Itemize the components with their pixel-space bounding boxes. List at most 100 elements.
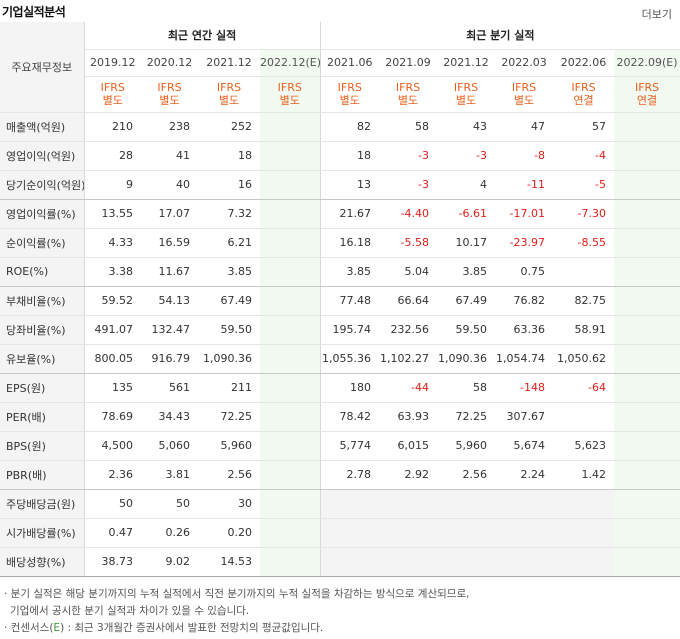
value-cell [614,431,680,461]
value-cell [614,170,680,200]
value-cell [614,344,680,374]
value-cell: 43 [437,112,496,142]
ifrs-basis: 별도 [279,94,300,107]
value-cell: 18 [320,141,380,171]
period-header: 2021.06 [320,49,380,77]
ifrs-basis: 별도 [218,94,240,107]
table-row: ROE(%) 3.38 11.67 3.85 3.85 5.04 3.85 0.75 [0,257,680,287]
value-cell [614,141,680,171]
row-label: 시가배당률(%) [0,518,85,548]
value-cell: -4 [553,141,615,171]
value-cell: -6.61 [437,199,496,229]
value-cell: -4.40 [379,199,438,229]
value-cell [553,547,615,577]
row-label: 부채비율(%) [0,286,85,316]
value-cell: 67.49 [437,286,496,316]
period-header: 2021.12 [437,49,496,77]
value-cell: 6,015 [379,431,438,461]
value-cell: 0.47 [84,518,141,548]
ifrs-header: IFRS 별도 [495,76,554,113]
value-cell [437,518,496,548]
value-cell: -64 [553,373,615,403]
ifrs-standard: IFRS [571,81,596,94]
ifrs-basis: 별도 [397,94,419,107]
value-cell [614,286,680,316]
value-cell [614,228,680,258]
estimate-mark: E [53,621,61,634]
value-cell: 40 [141,170,198,200]
period-header: 2022.03 [495,49,554,77]
value-cell: 78.42 [320,402,380,432]
value-cell: 50 [141,489,198,519]
footnote-consensus: · 컨센서스(E) : 최근 3개월간 증권사에서 발표한 전망치의 평균값입니… [4,620,680,637]
footnote-consensus-text: ) : 최근 3개월간 증권사에서 발표한 전망치의 평균값입니다. [60,621,324,634]
value-cell: 232.56 [379,315,438,345]
value-cell [614,257,680,287]
row-label: 주당배당금(원) [0,489,85,519]
value-cell: 210 [84,112,141,142]
value-cell [495,489,554,519]
value-cell [260,112,321,142]
value-cell: 3.85 [198,257,260,287]
ifrs-standard: IFRS [100,81,125,94]
value-cell: 59.50 [437,315,496,345]
value-cell: 7.32 [198,199,260,229]
row-label: 순이익률(%) [0,228,85,258]
value-cell: 2.56 [198,460,260,490]
value-cell [437,547,496,577]
value-cell: 238 [141,112,198,142]
value-cell: 6.21 [198,228,260,258]
row-label: PBR(배) [0,460,85,490]
value-cell: 2.24 [495,460,554,490]
value-cell: -148 [495,373,554,403]
value-cell: 132.47 [141,315,198,345]
table-row: 배당성향(%) 38.73 9.02 14.53 [0,547,680,577]
value-cell: 307.67 [495,402,554,432]
value-cell: 135 [84,373,141,403]
value-cell: 4.33 [84,228,141,258]
value-cell [614,199,680,229]
value-cell [614,460,680,490]
ifrs-basis: 연결 [636,94,658,107]
value-cell: -3 [437,141,496,171]
row-label: PER(배) [0,402,85,432]
table-row: 주당배당금(원) 50 50 30 [0,489,680,519]
table-row: 부채비율(%) 59.52 54.13 67.49 77.48 66.64 67.49 76.… [0,286,680,316]
value-cell: 10.17 [437,228,496,258]
value-cell: 1,090.36 [437,344,496,374]
value-cell: -5 [553,170,615,200]
ifrs-header: IFRS 별도 [198,76,260,113]
value-cell: 72.25 [198,402,260,432]
value-cell: -23.97 [495,228,554,258]
value-cell [260,228,321,258]
value-cell [260,170,321,200]
value-cell: 17.07 [141,199,198,229]
value-cell [379,518,438,548]
row-label: BPS(원) [0,431,85,461]
row-label: 배당성향(%) [0,547,85,577]
value-cell: 16.18 [320,228,380,258]
ifrs-standard: IFRS [453,81,479,94]
ifrs-standard: IFRS [216,81,242,94]
value-cell: 3.81 [141,460,198,490]
value-cell: 1.42 [553,460,615,490]
value-cell [260,315,321,345]
value-cell: 3.38 [84,257,141,287]
value-cell: -11 [495,170,554,200]
value-cell: 800.05 [84,344,141,374]
value-cell: 195.74 [320,315,380,345]
period-header: 2019.12 [84,49,141,77]
period-header: 2022.06 [553,49,615,77]
value-cell: 9 [84,170,141,200]
value-cell [379,547,438,577]
value-cell [614,315,680,345]
more-link[interactable]: 더보기 [641,8,672,21]
period-header: 2021.09 [379,49,438,77]
value-cell [260,489,321,519]
value-cell: -3 [379,170,438,200]
value-cell [260,344,321,374]
ifrs-standard: IFRS [277,81,302,94]
value-cell [553,518,615,548]
ifrs-basis: 별도 [159,94,180,107]
ifrs-header: IFRS 별도 [141,76,198,113]
